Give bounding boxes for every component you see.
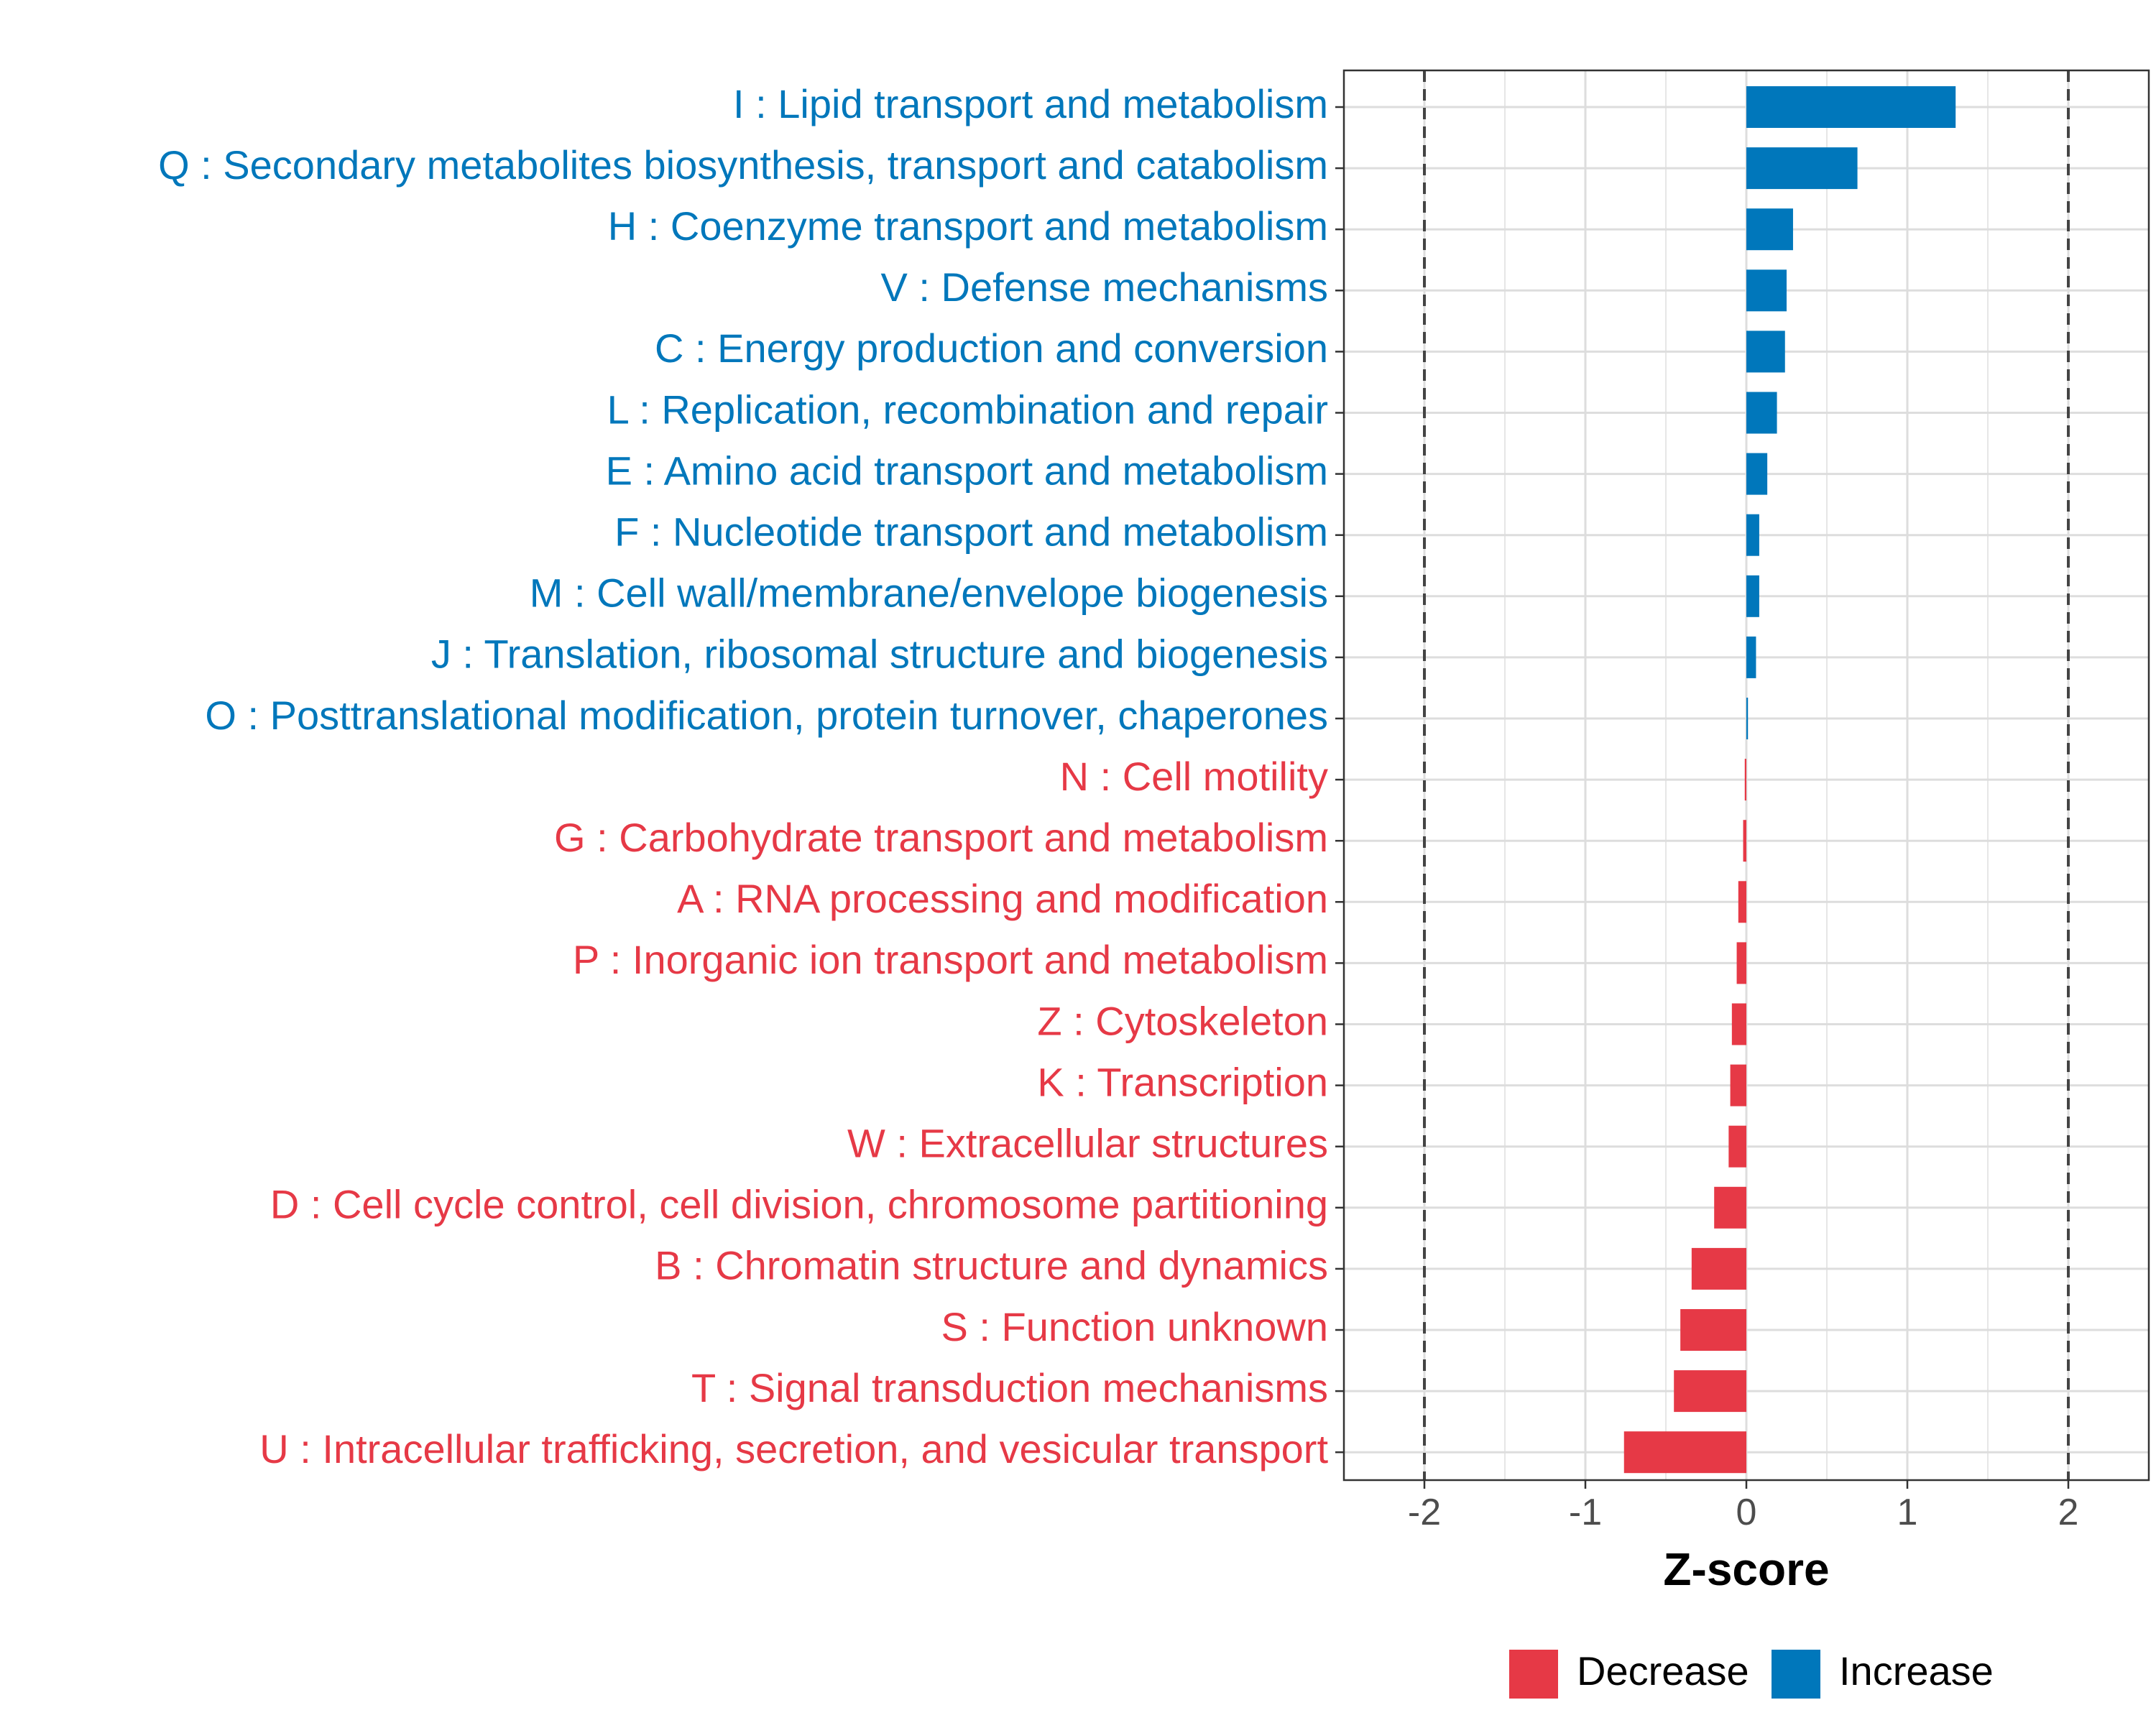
bar bbox=[1623, 1431, 1746, 1474]
bar bbox=[1746, 86, 1956, 128]
bar bbox=[1746, 208, 1793, 251]
bar bbox=[1674, 1370, 1746, 1413]
y-tick-label: L : Replication, recombination and repai… bbox=[607, 387, 1328, 432]
bar bbox=[1746, 575, 1759, 617]
y-tick-label: W : Extracellular structures bbox=[847, 1120, 1328, 1165]
y-tick-label: D : Cell cycle control, cell division, c… bbox=[270, 1182, 1328, 1227]
bar bbox=[1680, 1309, 1746, 1351]
y-tick-label: F : Nucleotide transport and metabolism bbox=[614, 509, 1328, 554]
bar bbox=[1738, 881, 1746, 923]
y-tick-label: C : Energy production and conversion bbox=[655, 325, 1328, 371]
x-axis-title: Z-score bbox=[1663, 1543, 1829, 1595]
bar bbox=[1746, 331, 1785, 373]
x-tick-label: 0 bbox=[1736, 1492, 1757, 1533]
bar bbox=[1743, 820, 1746, 862]
y-tick-label: N : Cell motility bbox=[1060, 754, 1328, 799]
y-tick-label: B : Chromatin structure and dynamics bbox=[655, 1243, 1328, 1288]
legend-key bbox=[1509, 1650, 1558, 1699]
y-tick-label: P : Inorganic ion transport and metaboli… bbox=[573, 937, 1328, 982]
bar bbox=[1746, 147, 1858, 190]
bar bbox=[1744, 759, 1746, 801]
y-tick-label: K : Transcription bbox=[1037, 1059, 1328, 1104]
bar-layer bbox=[1623, 86, 1956, 1474]
bar bbox=[1746, 636, 1756, 678]
reference-line-layer bbox=[1423, 70, 2070, 1480]
x-axis: -2 -1 0 1 2 bbox=[1408, 1480, 2079, 1533]
y-tick-label: V : Defense mechanisms bbox=[881, 264, 1328, 310]
x-tick-label: -2 bbox=[1408, 1492, 1441, 1533]
y-tick-label: A : RNA processing and modification bbox=[677, 876, 1328, 921]
x-tick-label: 2 bbox=[2058, 1492, 2079, 1533]
bar bbox=[1736, 942, 1746, 984]
legend-label: Decrease bbox=[1577, 1648, 1749, 1694]
y-axis: I : Lipid transport and metabolism Q : Se… bbox=[158, 81, 1344, 1471]
y-tick-label: M : Cell wall/membrane/envelope biogenes… bbox=[530, 570, 1328, 616]
y-tick-label: E : Amino acid transport and metabolism bbox=[606, 448, 1328, 493]
y-tick-label: Q : Secondary metabolites biosynthesis, … bbox=[158, 142, 1328, 188]
bar bbox=[1714, 1186, 1746, 1229]
bar bbox=[1691, 1247, 1746, 1290]
y-tick-label: S : Function unknown bbox=[941, 1304, 1328, 1349]
legend: Decrease Increase bbox=[1509, 1648, 1994, 1699]
bar bbox=[1730, 1064, 1746, 1106]
y-tick-label: O : Posttranslational modification, prot… bbox=[205, 693, 1328, 738]
bar bbox=[1746, 269, 1787, 312]
bar bbox=[1746, 514, 1759, 556]
x-tick-label: 1 bbox=[1897, 1492, 1918, 1533]
bar bbox=[1731, 1003, 1746, 1045]
y-tick-label: T : Signal transduction mechanisms bbox=[691, 1365, 1328, 1410]
bar bbox=[1746, 392, 1777, 434]
y-tick-label: H : Coenzyme transport and metabolism bbox=[608, 203, 1328, 249]
x-tick-label: -1 bbox=[1569, 1492, 1602, 1533]
legend-label: Increase bbox=[1839, 1648, 1994, 1694]
bar bbox=[1728, 1125, 1746, 1168]
y-tick-label: I : Lipid transport and metabolism bbox=[733, 81, 1328, 126]
y-tick-label: Z : Cytoskeleton bbox=[1037, 998, 1328, 1043]
y-tick-label: U : Intracellular trafficking, secretion… bbox=[259, 1426, 1328, 1471]
bar bbox=[1746, 453, 1768, 495]
bar bbox=[1746, 698, 1749, 739]
legend-key bbox=[1772, 1650, 1820, 1699]
y-tick-label: G : Carbohydrate transport and metabolis… bbox=[554, 815, 1328, 860]
y-tick-label: J : Translation, ribosomal structure and… bbox=[431, 632, 1328, 677]
